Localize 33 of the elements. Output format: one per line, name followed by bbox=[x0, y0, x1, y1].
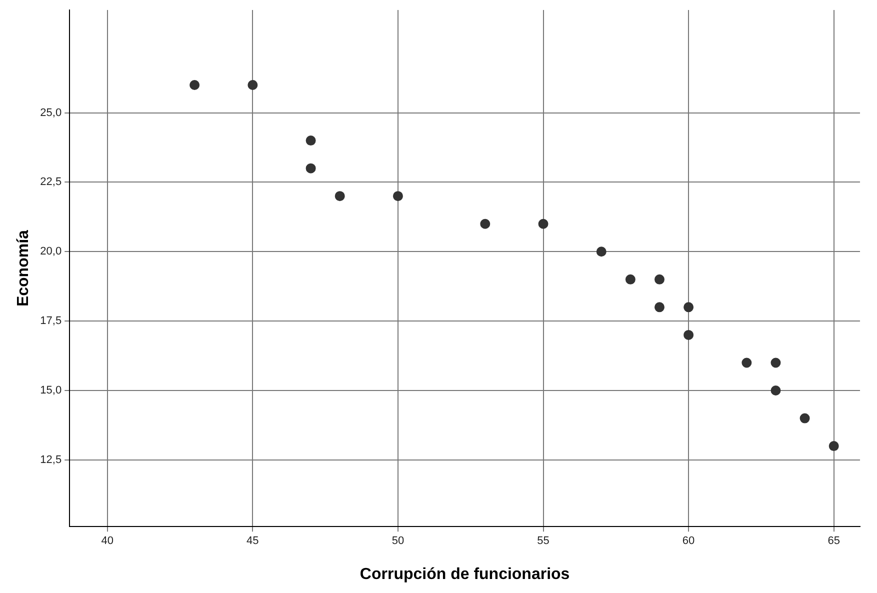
point bbox=[684, 302, 694, 312]
point bbox=[654, 302, 664, 312]
y-axis-title: Economía bbox=[15, 230, 32, 307]
point bbox=[770, 358, 781, 368]
y-tick-label: 22,5 bbox=[40, 176, 62, 188]
y-tick-label: 17,5 bbox=[40, 315, 62, 328]
x-tick-label: 55 bbox=[537, 535, 550, 548]
point bbox=[770, 386, 781, 396]
point bbox=[828, 441, 839, 452]
point bbox=[742, 358, 752, 368]
y-tick-label: 12,5 bbox=[40, 454, 62, 466]
point bbox=[684, 330, 694, 340]
y-tick-label: 20,0 bbox=[40, 246, 62, 258]
x-tick-label: 45 bbox=[246, 535, 259, 548]
x-tick-label: 60 bbox=[682, 535, 695, 548]
x-tick-label: 50 bbox=[392, 535, 404, 548]
point bbox=[596, 246, 606, 257]
point bbox=[392, 191, 403, 202]
point bbox=[190, 80, 200, 90]
x-axis-title: Corrupción de funcionarios bbox=[360, 566, 570, 583]
point bbox=[248, 80, 258, 90]
point bbox=[800, 413, 810, 424]
point bbox=[480, 218, 490, 229]
y-tick-label: 15,0 bbox=[40, 384, 62, 397]
y-tick-label: 25,0 bbox=[40, 106, 62, 119]
point bbox=[538, 218, 548, 229]
point bbox=[306, 136, 316, 146]
x-tick-label: 40 bbox=[101, 535, 114, 548]
point bbox=[306, 163, 316, 174]
x-tick-label: 65 bbox=[828, 535, 840, 548]
point bbox=[334, 191, 345, 202]
point bbox=[625, 274, 636, 284]
point bbox=[654, 274, 664, 284]
